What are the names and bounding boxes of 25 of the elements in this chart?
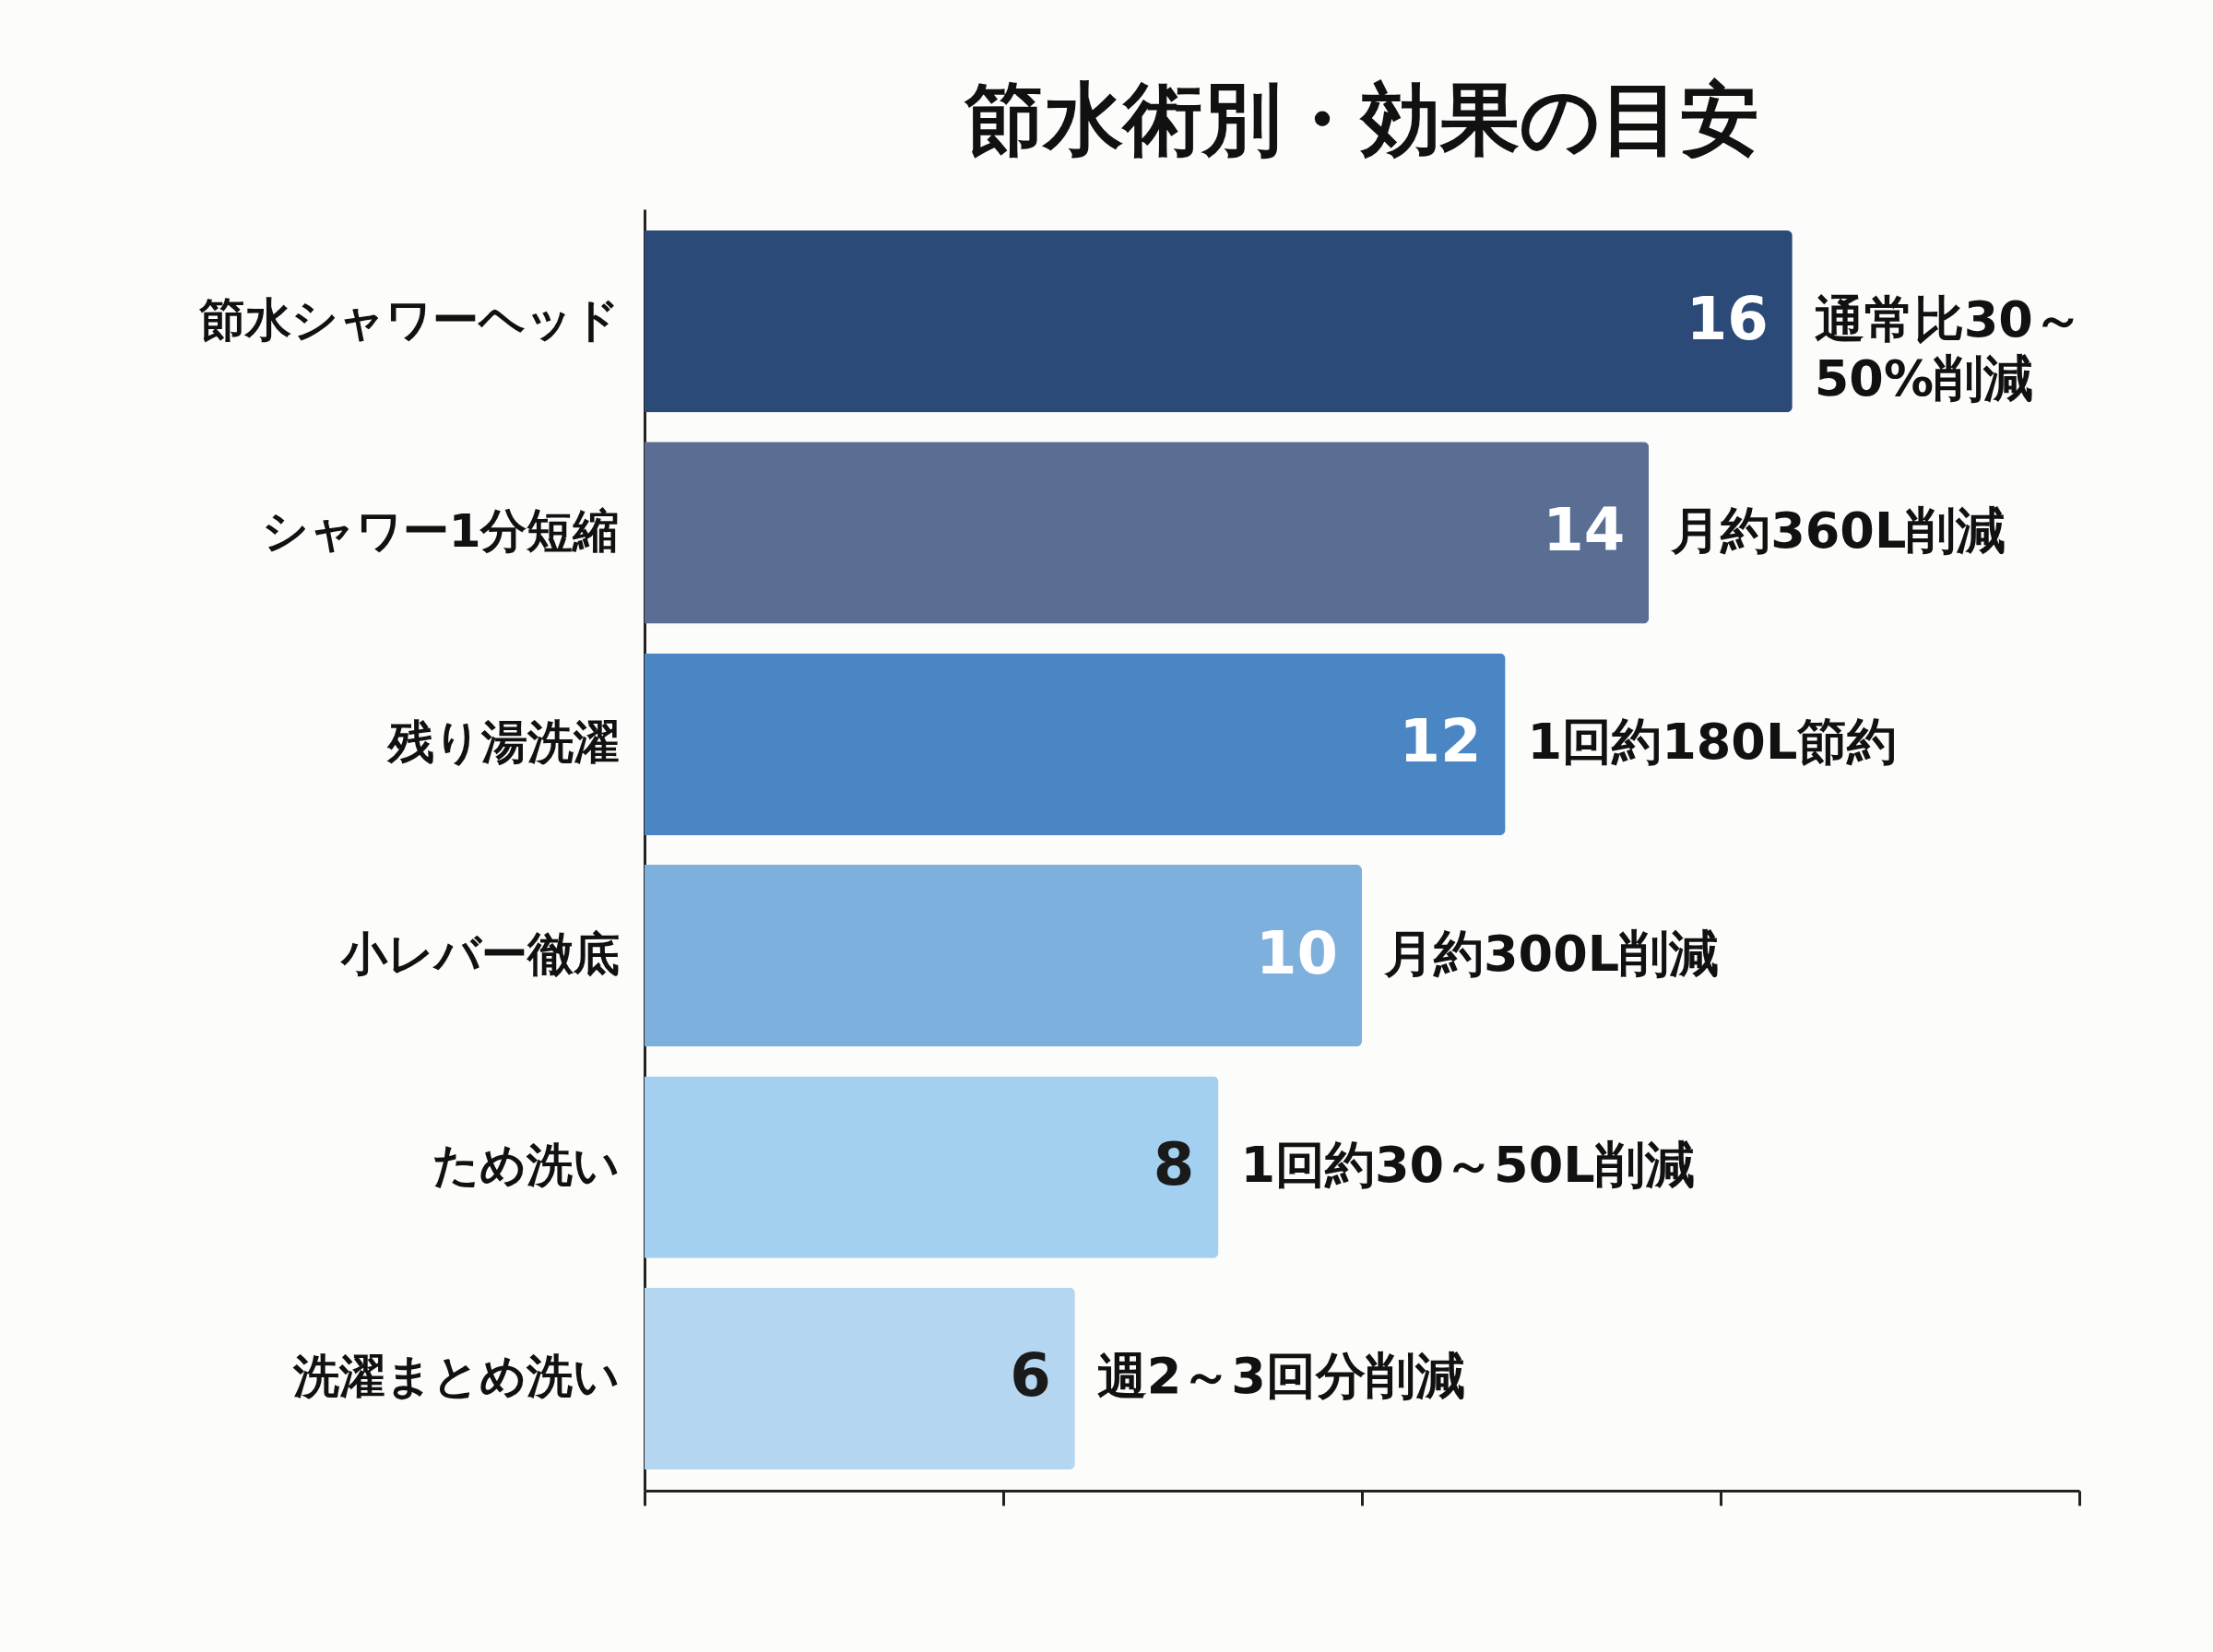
annotation: 週2～3回分削減 xyxy=(1096,1347,1465,1406)
data-label: 8 xyxy=(1153,1130,1195,1199)
data-label: 16 xyxy=(1686,284,1769,353)
bar xyxy=(645,442,1650,624)
y-tick-label: シャワー1分短縮 xyxy=(261,503,620,558)
annotation: 1回約30～50L削減 xyxy=(1240,1136,1695,1195)
y-tick-label: 小レバー徹底 xyxy=(338,926,620,981)
annotation: 月約360L削減 xyxy=(1670,501,2006,560)
chart-title: 節水術別・効果の目安 xyxy=(964,73,1759,165)
bar xyxy=(645,1287,1075,1470)
y-tick-label: 洗濯まとめ洗い xyxy=(291,1350,620,1404)
bar xyxy=(645,865,1362,1047)
data-label: 10 xyxy=(1255,918,1338,987)
y-tick-label: 節水シャワーヘッド xyxy=(197,292,620,347)
annotation: 1回約180L節約 xyxy=(1527,713,1898,772)
bar xyxy=(645,230,1793,413)
bar xyxy=(645,653,1506,835)
y-tick-label: ため洗い xyxy=(432,1139,620,1193)
data-label: 12 xyxy=(1399,707,1482,776)
data-label: 6 xyxy=(1010,1341,1051,1410)
y-tick-label: 残り湯洗濯 xyxy=(385,715,620,770)
bar xyxy=(645,1076,1219,1258)
data-label: 14 xyxy=(1543,495,1626,564)
annotation: 通常比30～50%削減 xyxy=(1814,289,2083,407)
annotation: 月約300L削減 xyxy=(1383,924,1720,983)
